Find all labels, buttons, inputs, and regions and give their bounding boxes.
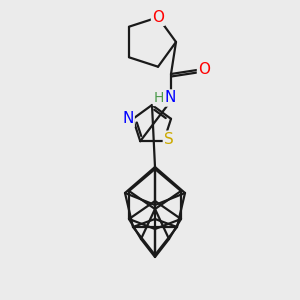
- Text: O: O: [198, 62, 210, 77]
- Text: N: N: [164, 91, 176, 106]
- Text: O: O: [152, 10, 164, 25]
- Text: S: S: [164, 132, 174, 147]
- Text: N: N: [122, 111, 134, 126]
- Text: H: H: [154, 91, 164, 105]
